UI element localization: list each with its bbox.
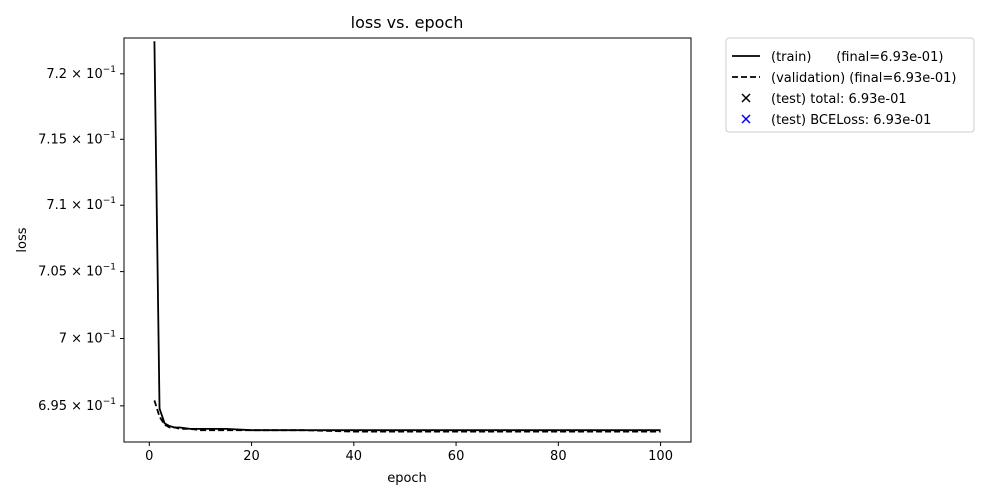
plot-area: [123, 37, 692, 443]
plot-frame: [123, 37, 692, 443]
y-tick-label: 7.15 × 10−1: [38, 130, 116, 147]
x-axis: 0 20 40 60 80 100: [145, 442, 673, 464]
series-line-train: [153, 41, 661, 432]
y-tick-label: 7.2 × 10−1: [46, 65, 116, 82]
y-tick-label: 6.95 × 10−1: [38, 397, 116, 414]
legend-entry: (test) total: 6.93e-01: [741, 92, 907, 107]
legend-label: (train) (final=6.93e-01): [771, 50, 943, 65]
x-axis-label: epoch: [387, 471, 427, 486]
y-axis-label: loss: [15, 227, 30, 252]
legend-frame: [725, 37, 975, 133]
y-tick-label: 7 × 10−1: [59, 329, 116, 346]
legend-entry: (validation) (final=6.93e-01): [732, 71, 957, 86]
legend-entry: (test) BCELoss: 6.93e-01: [741, 113, 931, 128]
x-tick-label: 20: [243, 449, 260, 464]
x-tick-label: 60: [448, 449, 465, 464]
legend-marker-x: [741, 114, 751, 124]
legend-items: (train) (final=6.93e-01) (validation) (fi…: [732, 50, 957, 128]
legend: (train) (final=6.93e-01) (validation) (fi…: [725, 37, 975, 133]
legend-marker-x: [741, 93, 751, 103]
legend-entry: (train) (final=6.93e-01): [732, 50, 943, 65]
x-tick-label: 40: [346, 449, 363, 464]
series-line-validation: [153, 400, 661, 433]
y-axis: 6.95 × 10−1 7 × 10−1 7.05 × 10−1 7.1 × 10−1…: [38, 65, 124, 414]
y-tick-label: 7.1 × 10−1: [46, 196, 116, 213]
x-tick-label: 0: [145, 449, 153, 464]
series-layer: [153, 41, 661, 433]
y-tick-label: 7.05 × 10−1: [38, 263, 116, 280]
x-tick-label: 80: [550, 449, 567, 464]
legend-label: (validation) (final=6.93e-01): [771, 71, 957, 86]
chart-title: loss vs. epoch: [351, 13, 464, 32]
x-tick-label: 100: [648, 449, 673, 464]
legend-label: (test) BCELoss: 6.93e-01: [771, 113, 931, 128]
legend-label: (test) total: 6.93e-01: [771, 92, 907, 107]
